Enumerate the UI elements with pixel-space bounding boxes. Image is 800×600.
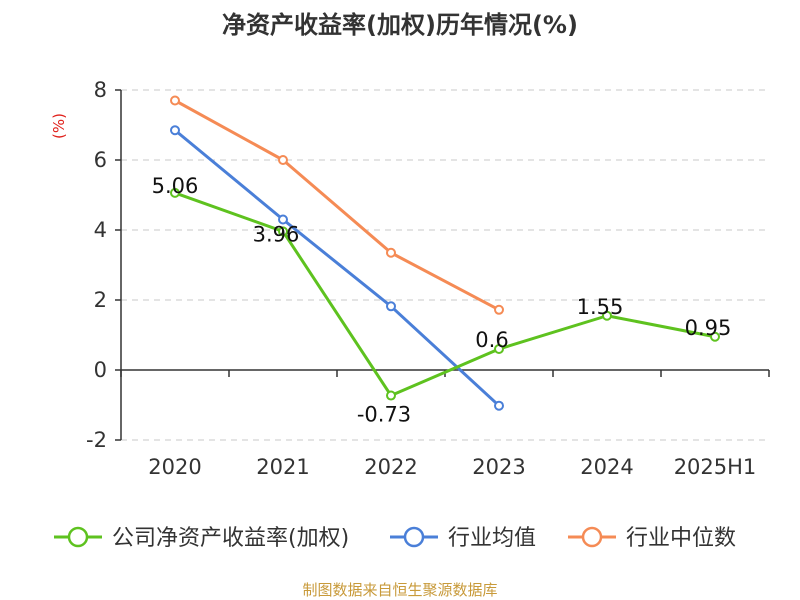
data-label: -0.73 <box>357 403 411 427</box>
data-point <box>710 331 720 342</box>
data-point <box>494 400 504 411</box>
x-tick-label: 2024 <box>580 455 633 479</box>
y-tick-label: 4 <box>94 218 107 242</box>
x-tick-label: 2022 <box>364 455 417 479</box>
data-point <box>602 310 612 321</box>
y-axis-unit-label: (%) <box>50 113 68 139</box>
source-note: 制图数据来自恒生聚源数据库 <box>302 581 497 599</box>
data-point <box>278 226 288 237</box>
legend-label: 行业中位数 <box>626 526 736 551</box>
y-tick-label: 8 <box>94 78 107 102</box>
data-point <box>494 304 504 315</box>
data-point <box>170 95 180 106</box>
x-tick-label: 2020 <box>148 455 201 479</box>
data-point <box>278 214 288 225</box>
legend-swatch-marker <box>403 526 425 548</box>
data-point <box>170 187 180 198</box>
chart-title: 净资产收益率(加权)历年情况(%) <box>222 11 578 39</box>
legend-label: 公司净资产收益率(加权) <box>112 526 349 551</box>
y-tick-label: 0 <box>94 358 107 382</box>
data-point <box>386 390 396 401</box>
data-point <box>386 247 396 258</box>
grid-lines <box>121 89 769 441</box>
x-tick-label: 2025H1 <box>674 455 757 479</box>
series-lines <box>170 95 720 411</box>
series-line-1 <box>173 128 501 408</box>
legend: 公司净资产收益率(加权) 行业均值 行业中位数 <box>54 526 736 551</box>
data-label: 0.95 <box>685 316 732 340</box>
legend-swatch-marker <box>581 526 603 548</box>
data-point <box>170 125 180 136</box>
y-tick-label: 6 <box>94 148 107 172</box>
series-line-2 <box>173 99 501 312</box>
data-label: 0.6 <box>475 328 508 352</box>
data-point <box>386 301 396 312</box>
data-label: 3.96 <box>253 222 300 246</box>
series-line-0 <box>173 191 717 398</box>
legend-swatch-marker <box>67 526 89 548</box>
data-label: 1.55 <box>577 295 624 319</box>
y-tick-label: 2 <box>94 288 107 312</box>
legend-item-0[interactable]: 公司净资产收益率(加权) <box>54 526 349 551</box>
y-tick-label: -2 <box>86 428 107 452</box>
axes: -2 0 2 4 6 8 2020 2021 2022 2023 2024 2025H1 <box>86 78 770 479</box>
legend-item-2[interactable]: 行业中位数 <box>568 526 736 551</box>
data-point <box>494 344 504 354</box>
data-point <box>278 155 288 165</box>
data-labels: 5.06 3.96 -0.73 0.6 1.55 0.95 <box>152 174 732 427</box>
legend-item-1[interactable]: 行业均值 <box>390 526 536 551</box>
legend-label: 行业均值 <box>448 526 536 551</box>
x-tick-label: 2021 <box>256 455 309 479</box>
x-tick-label: 2023 <box>472 455 525 479</box>
data-label: 5.06 <box>152 174 199 198</box>
